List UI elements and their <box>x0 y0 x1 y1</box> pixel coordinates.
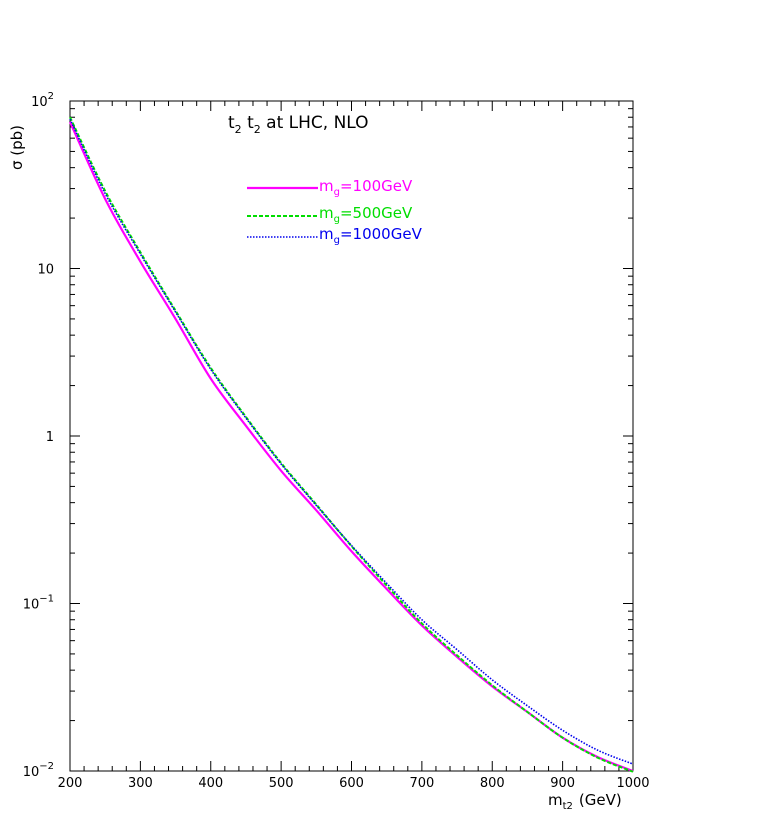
chart-title: t2 t2 at LHC, NLO <box>228 113 369 136</box>
y-tick-label: 10−2 <box>23 761 54 780</box>
legend: mg=100GeV mg=500GeV mg=1000GeV <box>247 177 423 246</box>
y-tick-label: 1 <box>46 430 54 445</box>
x-tick-label: 500 <box>269 776 294 791</box>
y-tick-label: 10 <box>37 263 54 278</box>
x-tick-label: 900 <box>550 776 575 791</box>
x-tick-label: 700 <box>409 776 434 791</box>
legend-label-1000gev: mg=1000GeV <box>319 225 423 246</box>
x-axis-label: mt2 (GeV) <box>548 791 622 812</box>
series-group <box>68 116 634 773</box>
series-line-2 <box>69 118 634 765</box>
x-tick-label: 600 <box>339 776 364 791</box>
x-tick-label: 400 <box>198 776 223 791</box>
x-tick-label: 300 <box>128 776 153 791</box>
legend-label-100gev: mg=100GeV <box>319 177 413 198</box>
x-tick-label: 1000 <box>616 776 649 791</box>
y-axis-label: σ (pb) <box>8 125 26 170</box>
x-tick-label: 200 <box>58 776 83 791</box>
legend-label-500gev: mg=500GeV <box>319 204 413 225</box>
x-tick-label: 800 <box>480 776 505 791</box>
series-line-1 <box>69 116 634 773</box>
y-tick-label: 102 <box>31 91 54 110</box>
y-tick-label: 10−1 <box>23 594 54 613</box>
plot-frame <box>69 100 634 772</box>
ticks: 200 300 400 500 600 700 800 900 1000 102 10 1 10−1 10… <box>23 91 650 791</box>
